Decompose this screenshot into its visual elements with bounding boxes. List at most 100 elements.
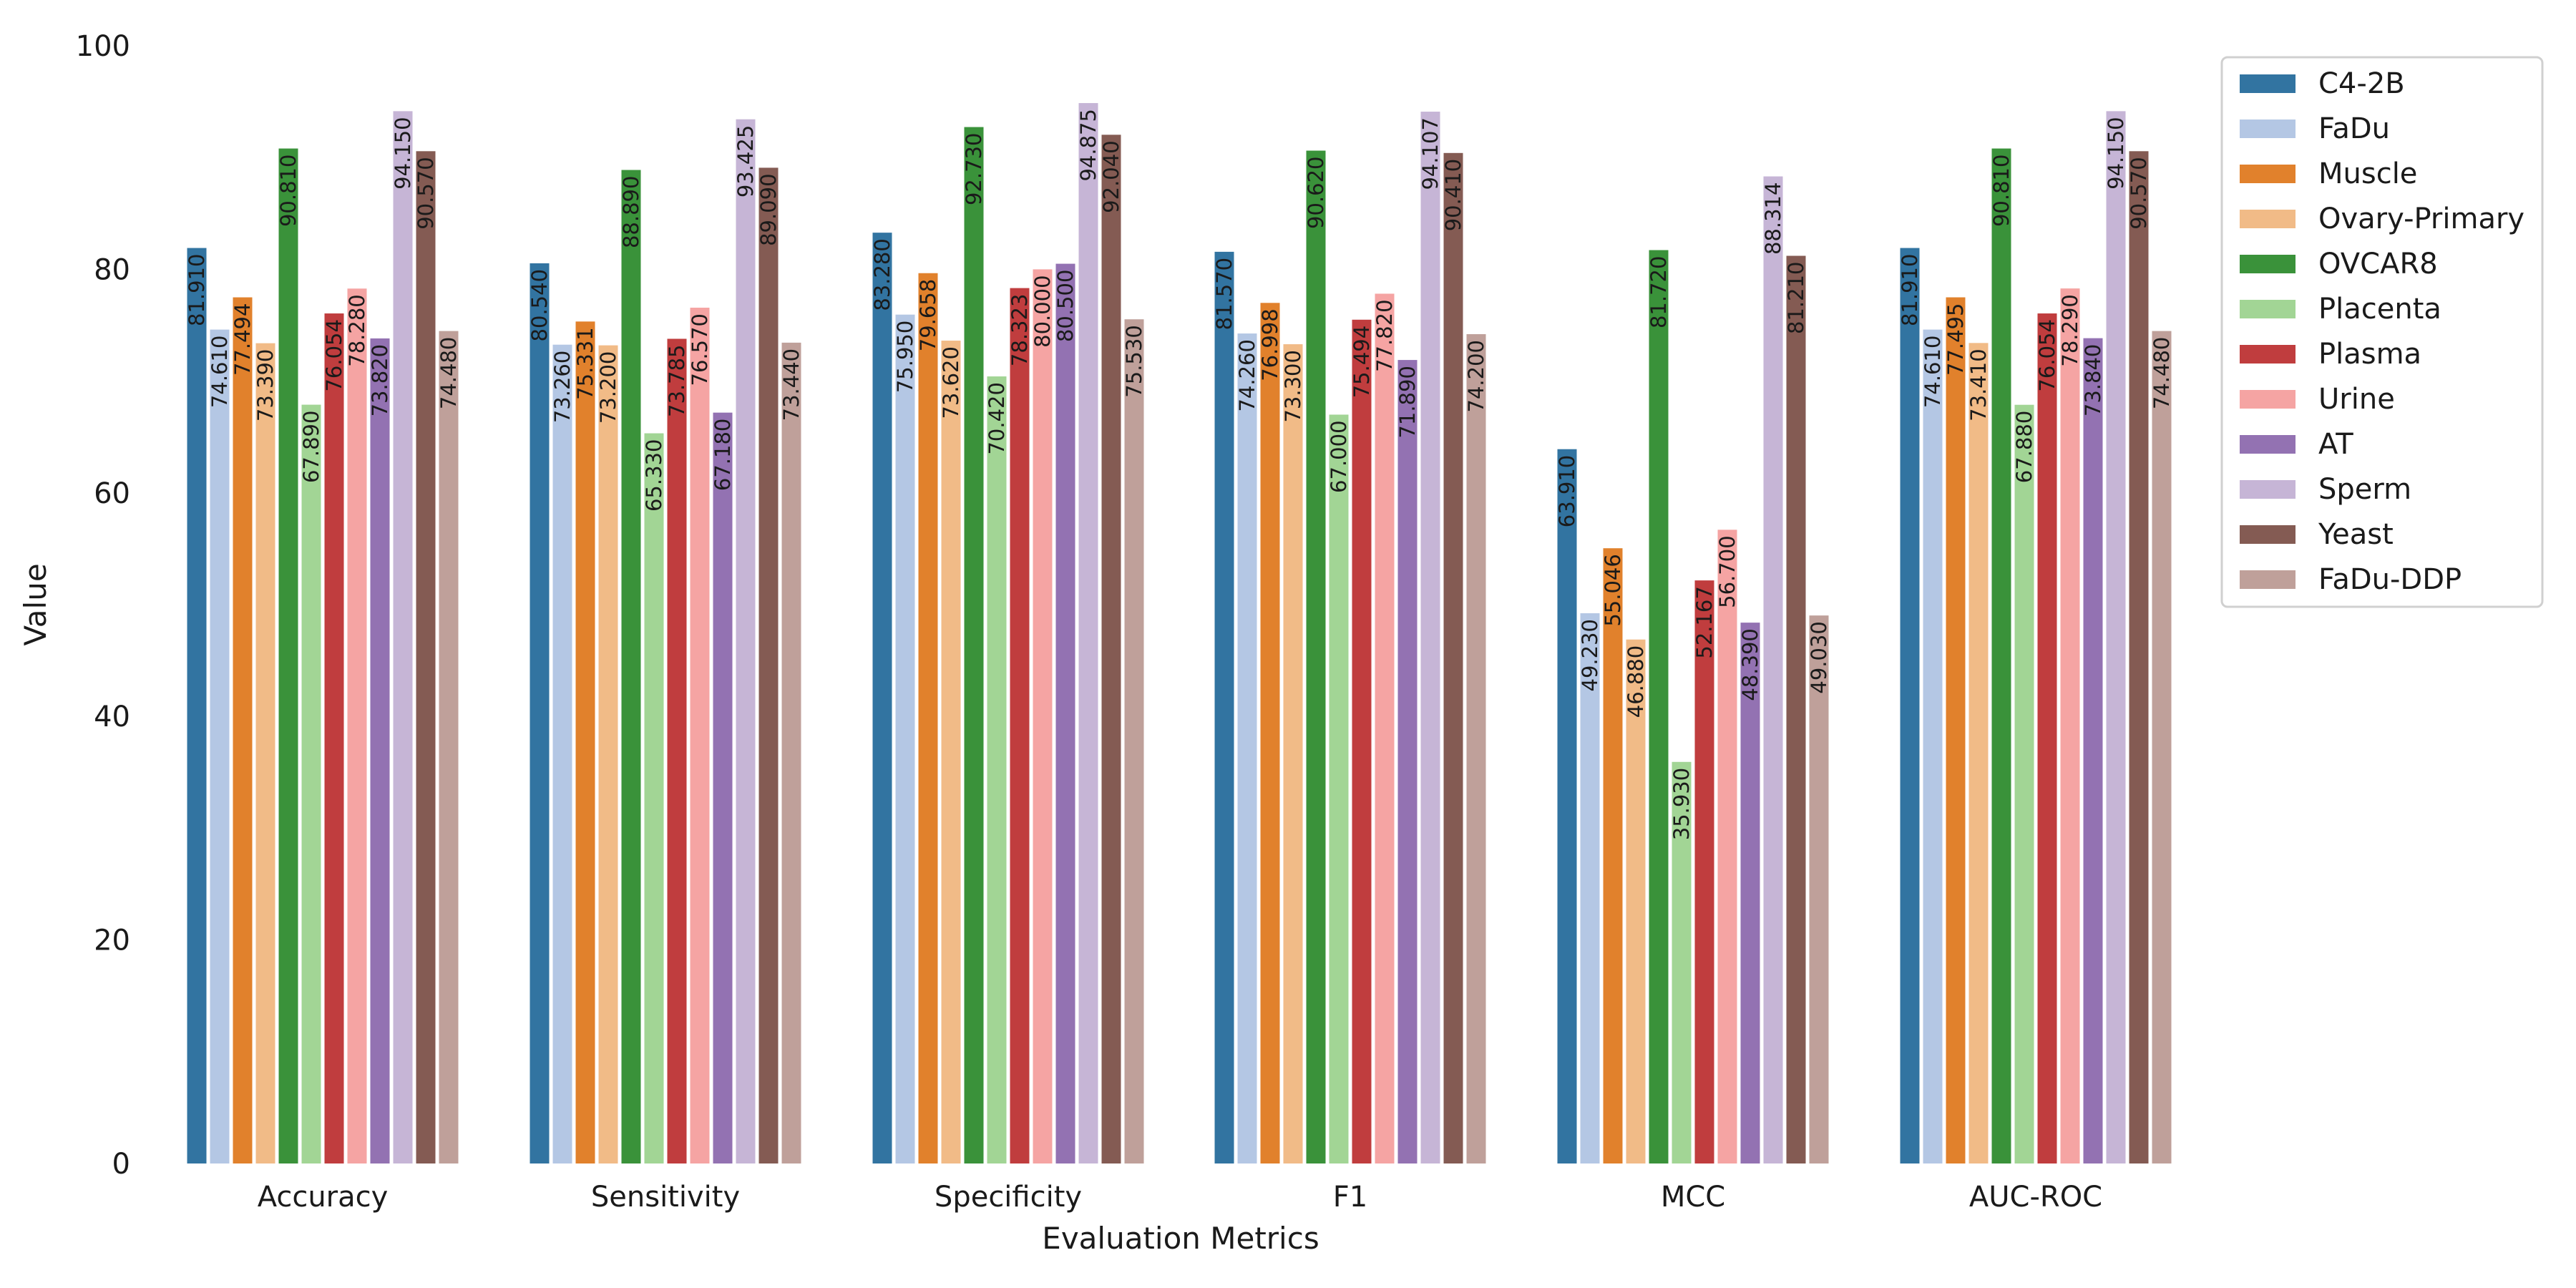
legend-item: Muscle — [2240, 157, 2417, 190]
bar-value-label: 78.323 — [1008, 294, 1032, 366]
bar — [530, 263, 550, 1163]
legend-swatch — [2240, 300, 2296, 318]
bar — [1923, 329, 1943, 1163]
y-axis-label: Value — [18, 563, 53, 645]
bar-value-label: 79.658 — [916, 279, 940, 351]
legend-swatch — [2240, 345, 2296, 364]
bar — [1580, 613, 1600, 1163]
bar-value-label: 88.890 — [619, 176, 643, 248]
bar — [233, 297, 253, 1164]
y-axis-ticks: 0 20 40 60 80 100 — [76, 30, 130, 1181]
legend-swatch — [2240, 255, 2296, 273]
bar-value-label: 74.480 — [2150, 337, 2174, 409]
bar-value-label: 63.910 — [1555, 455, 1579, 527]
bar — [1991, 148, 2011, 1163]
bar — [416, 151, 436, 1163]
bar — [575, 321, 595, 1163]
bar-value-label: 94.875 — [1076, 109, 1101, 181]
bar-value-label: 73.200 — [596, 351, 620, 424]
bar-value-label: 83.280 — [870, 238, 894, 311]
bar-value-label: 77.820 — [1372, 299, 1397, 371]
bar — [1968, 343, 1989, 1163]
legend-frame — [2220, 56, 2544, 608]
x-tick-label: F1 — [1333, 1181, 1367, 1214]
y-tick-label: 40 — [94, 701, 130, 733]
bar-value-label: 80.540 — [527, 269, 552, 341]
bar — [2037, 313, 2057, 1164]
bar-value-label: 67.000 — [1327, 420, 1351, 492]
bar — [439, 331, 459, 1163]
bar-value-label: 81.910 — [185, 254, 209, 326]
bar — [2014, 404, 2034, 1164]
bar — [1214, 251, 1234, 1163]
legend-swatch — [2240, 525, 2296, 544]
bar-value-label: 94.150 — [2104, 117, 2128, 189]
bar-value-label: 81.720 — [1646, 256, 1671, 328]
y-tick-label: 80 — [94, 253, 130, 286]
bar — [1033, 269, 1053, 1163]
bar-value-label: 76.054 — [2035, 319, 2059, 391]
legend-label: Muscle — [2318, 157, 2417, 190]
bar — [918, 273, 938, 1163]
bar-value-label: 77.494 — [230, 303, 255, 376]
bar — [1740, 623, 1760, 1163]
bar-value-label: 94.150 — [391, 117, 415, 189]
bar-value-label: 35.930 — [1669, 768, 1694, 840]
bar — [1306, 150, 1326, 1163]
bar-value-label: 76.998 — [1258, 308, 1282, 381]
bar-value-label: 77.495 — [1943, 303, 1968, 376]
bar-value-label: 89.090 — [756, 173, 781, 245]
legend-item: AT — [2240, 428, 2353, 461]
bar-value-label: 73.260 — [550, 351, 575, 423]
bar — [941, 341, 961, 1163]
y-tick-label: 100 — [76, 30, 130, 63]
bar-value-label: 81.570 — [1212, 258, 1236, 330]
bar — [1900, 248, 1920, 1163]
legend-item: Yeast — [2240, 518, 2394, 551]
bar — [1649, 250, 1669, 1164]
bar — [210, 329, 230, 1163]
bar-value-label: 81.910 — [1898, 254, 1922, 326]
bar — [1420, 112, 1440, 1163]
bar-value-label: 93.425 — [733, 125, 758, 197]
bar-value-label: 75.950 — [893, 321, 917, 393]
bar — [1672, 761, 1692, 1163]
bar — [736, 119, 756, 1163]
bar-value-label: 90.410 — [1441, 159, 1465, 231]
legend-swatch — [2240, 435, 2296, 454]
bar — [1101, 135, 1121, 1163]
legend-swatch — [2240, 390, 2296, 409]
bar — [393, 111, 413, 1164]
bar-value-label: 73.620 — [939, 346, 963, 419]
bar — [278, 148, 298, 1163]
x-tick-label: Specificity — [935, 1181, 1082, 1214]
bar-value-label: 73.840 — [2081, 344, 2105, 416]
legend-items: C4-2B FaDu Muscle Ovary-Primary OVCAR8 Placen… — [2240, 67, 2524, 596]
bar-value-label: 81.210 — [1784, 261, 1808, 333]
bar — [598, 345, 618, 1164]
legend-swatch — [2240, 210, 2296, 228]
bar — [2129, 151, 2149, 1163]
x-tick-label: AUC-ROC — [1969, 1181, 2102, 1214]
bar-value-label: 78.280 — [345, 294, 369, 366]
legend-label: Plasma — [2318, 338, 2421, 371]
bar-value-label: 52.167 — [1692, 586, 1717, 658]
bar-value-label: 76.054 — [322, 319, 346, 391]
bar-value-label: 65.330 — [642, 439, 666, 512]
y-tick-label: 60 — [94, 477, 130, 510]
bar — [1375, 293, 1395, 1163]
bar — [370, 338, 390, 1163]
bar-value-label: 73.300 — [1281, 350, 1305, 422]
x-axis-ticks: Accuracy Sensitivity Specificity F1 MCC AUC-R… — [258, 1181, 2102, 1214]
legend-label: Yeast — [2318, 518, 2394, 551]
bar-value-label: 74.610 — [1921, 336, 1945, 408]
bar — [667, 338, 687, 1164]
legend-swatch — [2240, 165, 2296, 183]
bar-value-label: 94.107 — [1418, 117, 1443, 190]
bars-layer: 81.91074.61077.49473.39090.81067.89076.0… — [185, 103, 2174, 1164]
bar — [690, 307, 710, 1164]
bar-value-label: 92.730 — [962, 133, 986, 205]
bar — [1124, 319, 1144, 1163]
bar-value-label: 49.230 — [1578, 619, 1602, 691]
bar-value-label: 88.314 — [1761, 182, 1785, 255]
